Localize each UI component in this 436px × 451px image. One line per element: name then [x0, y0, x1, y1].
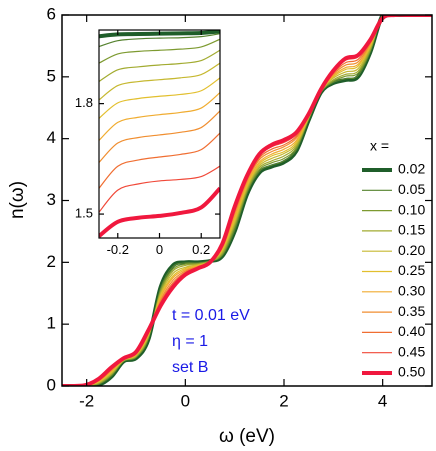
y-tick-label: 2: [47, 252, 56, 271]
x-tick-label: 2: [279, 392, 288, 411]
legend-label: 0.40: [398, 323, 425, 339]
legend-label: 0.50: [398, 364, 425, 380]
series-line: [99, 49, 220, 83]
series-line: [99, 33, 220, 48]
legend-label: 0.15: [398, 222, 425, 238]
x-tick-label: 0.2: [192, 242, 210, 257]
legend-label: 0.35: [398, 303, 425, 319]
series-line: [99, 132, 220, 189]
y-tick-label: 1.8: [75, 95, 93, 110]
legend-label: 0.30: [398, 283, 425, 299]
x-tick-label: -0.2: [107, 242, 129, 257]
series-line: [99, 38, 220, 64]
annotation: set B: [172, 359, 208, 376]
y-tick-label: 3: [47, 190, 56, 209]
x-tick-label: -2: [79, 392, 94, 411]
x-axis-label: ω (eV): [219, 426, 275, 447]
y-tick-label: 1: [47, 314, 56, 333]
series-line: [99, 62, 220, 101]
legend-label: 0.20: [398, 242, 425, 258]
legend-label: 0.02: [398, 161, 425, 177]
legend-title: x =: [370, 138, 389, 154]
y-tick-label: 4: [47, 128, 56, 147]
series-line: [99, 77, 220, 119]
annotation: t = 0.01 eV: [172, 307, 250, 324]
series-line: [99, 110, 220, 163]
series-line: [99, 92, 220, 141]
legend-label: 0.25: [398, 262, 425, 278]
y-axis-label: n(ω): [7, 181, 28, 219]
series-line: [99, 186, 220, 238]
series-line: [99, 165, 220, 213]
legend-label: 0.10: [398, 201, 425, 217]
x-tick-label: 0: [181, 392, 190, 411]
y-tick-label: 6: [47, 4, 56, 23]
y-tick-label: 5: [47, 66, 56, 85]
x-tick-label: 0: [156, 242, 163, 257]
legend-label: 0.45: [398, 343, 425, 359]
annotation: η = 1: [172, 333, 208, 350]
main-plot: [62, 15, 432, 386]
y-tick-label: 0: [47, 375, 56, 394]
y-tick-label: 1.5: [75, 206, 93, 221]
x-tick-label: 4: [378, 392, 387, 411]
series-line: [62, 15, 432, 386]
legend-label: 0.05: [398, 181, 425, 197]
